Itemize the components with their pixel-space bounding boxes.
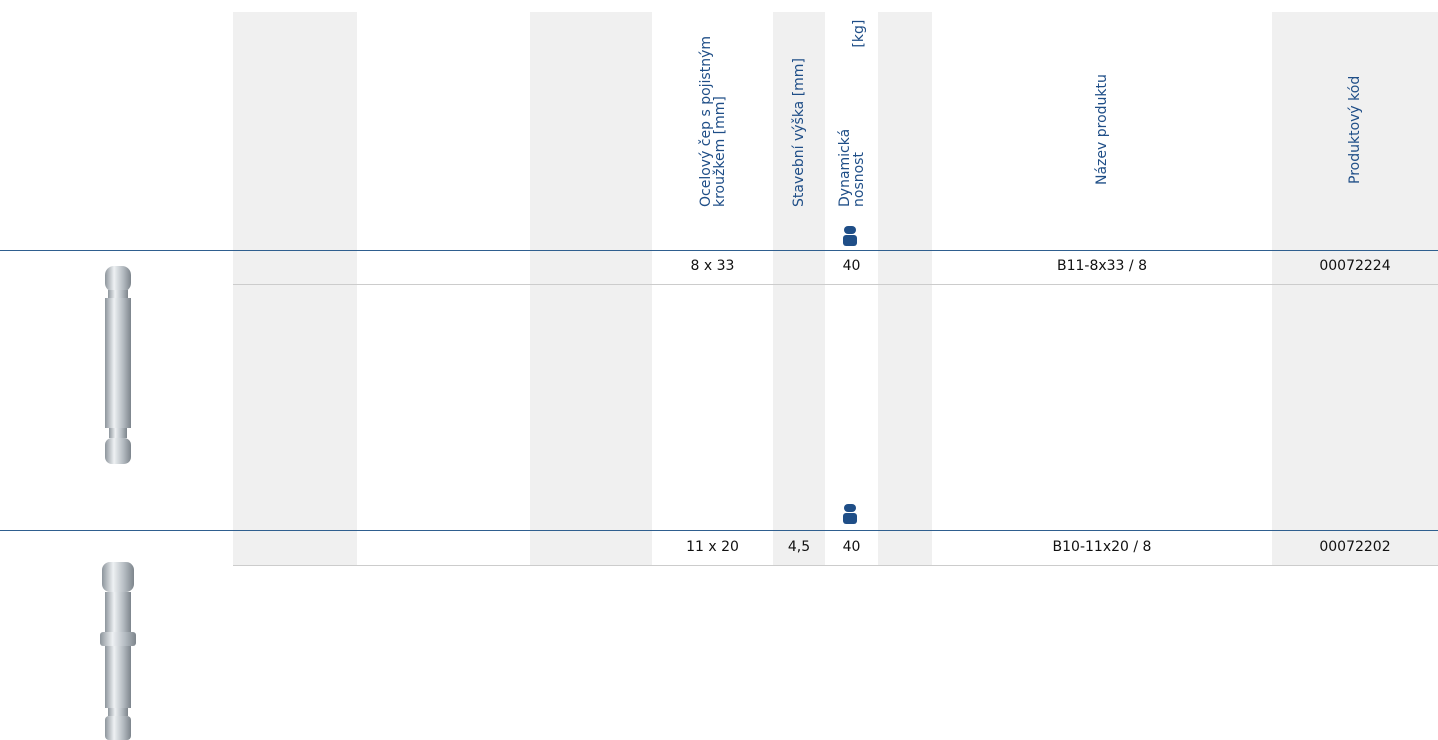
cell: 8 x 33 — [690, 258, 735, 274]
cell: B11-8x33 / 8 — [1056, 258, 1147, 274]
col-bg — [233, 12, 357, 565]
row-divider — [0, 250, 1438, 251]
col-bg — [878, 12, 932, 565]
header-cell: Název produktu — [932, 12, 1272, 247]
weight-icon — [843, 226, 857, 246]
header-cell: Ocelový čep s pojistným kroužkem [mm] — [652, 12, 773, 207]
header-text: Stavební výška [mm] — [791, 58, 807, 207]
header-text: Produktový kód — [1347, 75, 1363, 184]
col-bg — [530, 12, 652, 565]
cell: B10-11x20 / 8 — [1052, 539, 1152, 555]
header-text: Název produktu — [1094, 74, 1110, 185]
header-cell: Stavební výška [mm] — [773, 12, 825, 207]
weight-icon — [843, 504, 857, 524]
col-bg — [773, 12, 825, 565]
header-text: Dynamická nosnost [kg] — [836, 19, 867, 207]
cell: 4,5 — [787, 539, 811, 555]
row-divider — [0, 530, 1438, 531]
cell: 00072224 — [1319, 258, 1391, 274]
product-image — [105, 266, 131, 464]
header-cell: Produktový kód — [1272, 12, 1438, 247]
row-divider — [233, 284, 1438, 285]
product-image — [100, 562, 136, 740]
row-divider — [233, 565, 1438, 566]
header-cell: Dynamická nosnost [kg] — [825, 12, 878, 207]
col-bg — [1272, 12, 1438, 565]
cell: 00072202 — [1319, 539, 1391, 555]
cell: 11 x 20 — [686, 539, 739, 555]
cell: 40 — [842, 258, 861, 274]
header-text: Ocelový čep s pojistným kroužkem [mm] — [697, 35, 728, 207]
cell: 40 — [842, 539, 861, 555]
